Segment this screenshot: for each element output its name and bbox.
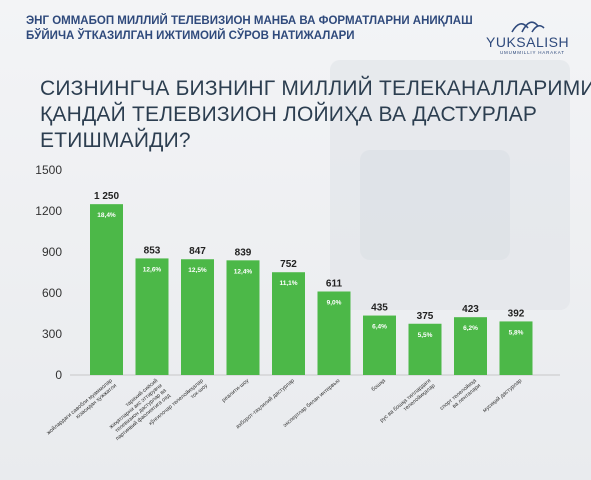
y-tick-label: 1200 — [35, 204, 62, 218]
chart-title-line: СИЗНИНГЧА БИЗНИНГ МИЛЛИЙ ТЕЛЕКАНАЛЛАРИМИ… — [40, 77, 591, 100]
percent-label: 12,5% — [188, 267, 207, 274]
value-label: 853 — [144, 245, 161, 256]
percent-label: 6,2% — [463, 325, 478, 332]
y-tick-label: 900 — [42, 245, 62, 259]
value-label: 839 — [235, 247, 252, 258]
bar — [454, 317, 487, 375]
bar — [272, 272, 305, 375]
y-tick-label: 1500 — [35, 163, 62, 177]
survey-title-line: БЎЙИЧА ЎТКАЗИЛГАН ИЖТИМОИЙ СЎРОВ НАТИЖАЛ… — [26, 30, 355, 42]
percent-label: 12,6% — [143, 266, 162, 273]
percent-label: 6,4% — [372, 324, 387, 331]
survey-title: ЭНГ ОММАБОП МИЛЛИЙ ТЕЛЕВИЗИОН МАНБА ВА Ф… — [26, 14, 473, 44]
category-label-line: жойлардаги савобли муаммолар — [45, 377, 114, 436]
chart-title: СИЗНИНГЧА БИЗНИНГ МИЛЛИЙ ТЕЛЕКАНАЛЛАРИМИ… — [40, 76, 591, 154]
background-decoration — [360, 150, 510, 260]
category-label: бошқа — [371, 377, 388, 393]
category-label-line: реалити-шоу — [221, 378, 250, 404]
survey-title-line: ЭНГ ОММАБОП МИЛЛИЙ ТЕЛЕВИЗИОН МАНБА ВА Ф… — [26, 15, 473, 27]
category-label: спорт телелойиҳава ленталари — [438, 377, 482, 417]
category-label-line: мусиқий дастурлар — [481, 377, 523, 414]
y-tick-label: 600 — [42, 286, 62, 300]
bar — [317, 291, 351, 375]
logo-mark-icon — [511, 21, 545, 33]
y-tick-label: 0 — [55, 368, 62, 382]
value-label: 435 — [371, 303, 388, 314]
chart-title-line: ҚАНДАЙ ТЕЛЕВИЗИОН ЛОЙИҲА ВА ДАСТУРЛАР — [40, 103, 538, 126]
percent-label: 5,5% — [418, 332, 433, 339]
value-label: 752 — [280, 259, 297, 270]
category-label-line: бошқа — [371, 377, 388, 393]
category-label: рус ва бошқа тиллардагителелойиҳалар — [379, 378, 436, 429]
bar-chart: 1500 1200 900 600 300 0 1 250 18,4% жойлардаги с… — [35, 163, 560, 442]
y-tick-label: 300 — [42, 327, 62, 341]
bar — [181, 259, 214, 375]
value-label: 611 — [326, 278, 343, 289]
percent-label: 18,4% — [97, 212, 116, 219]
logo: YUKSALISH UMUMMILLIY HARAKAT — [486, 16, 576, 56]
bar — [363, 315, 396, 375]
value-label: 423 — [462, 304, 479, 315]
logo-subtext: UMUMMILLIY HARAKAT — [500, 50, 565, 55]
value-label: 375 — [417, 311, 434, 322]
percent-label: 11,1% — [279, 280, 297, 287]
bar — [135, 258, 169, 375]
percent-label: 9,0% — [327, 299, 342, 306]
category-label: жойлардаги савобли муаммоларюзасидан ҳуж… — [45, 377, 118, 441]
logo-text: YUKSALISH — [486, 34, 570, 50]
bar — [90, 204, 123, 375]
percent-label: 5,8% — [509, 329, 524, 336]
bar — [226, 260, 260, 375]
category-label: мусиқий дастурлар — [481, 377, 523, 414]
category-label-line: рус ва бошқа тиллардаги — [379, 378, 432, 424]
chart-title-line: ЕТИШМАЙДИ? — [40, 129, 191, 152]
value-label: 1 250 — [94, 191, 119, 202]
percent-label: 12,4% — [234, 268, 253, 275]
value-label: 847 — [189, 246, 206, 257]
bar — [408, 323, 442, 375]
category-label: реалити-шоу — [221, 378, 250, 404]
bar — [499, 321, 533, 375]
value-label: 392 — [508, 308, 525, 319]
